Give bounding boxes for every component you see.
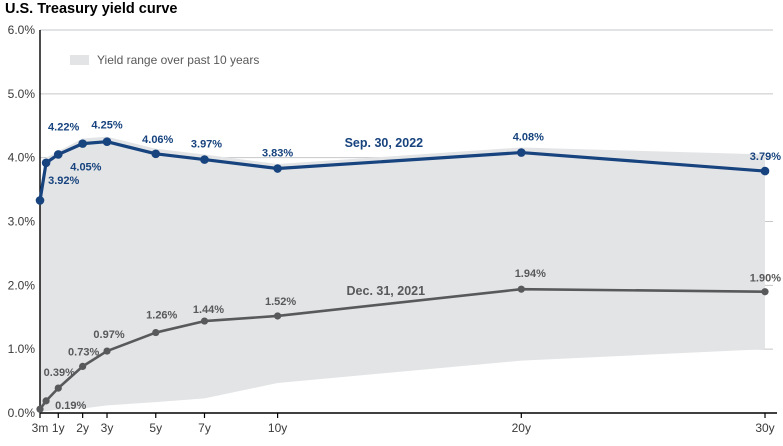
point-label-sep-30-2022: 4.06% — [142, 134, 173, 146]
data-point-sep-30-2022 — [273, 164, 282, 173]
data-point-sep-30-2022 — [53, 150, 63, 159]
point-label-dec-31-2021: 0.19% — [55, 400, 86, 412]
y-tick-label-3: 3.0% — [8, 215, 36, 229]
point-label-dec-31-2021: 1.52% — [265, 296, 296, 308]
data-point-sep-30-2022 — [517, 148, 526, 157]
x-tick-label-2y: 2y — [76, 421, 89, 435]
legend: Yield range over past 10 years — [70, 53, 259, 67]
data-point-sep-30-2022 — [102, 137, 112, 147]
data-point-dec-31-2021 — [761, 288, 769, 296]
data-point-dec-31-2021 — [152, 328, 160, 337]
point-label-dec-31-2021: 1.44% — [193, 304, 224, 316]
data-point-sep-30-2022 — [35, 196, 45, 205]
data-point-dec-31-2021 — [274, 312, 282, 320]
series-line-dec-31-2021 — [38, 287, 767, 411]
data-point-sep-30-2022 — [760, 166, 770, 176]
yield-range-band — [40, 136, 765, 412]
x-tick-label-20y: 20y — [512, 421, 531, 435]
point-label-sep-30-2022: 4.05% — [70, 161, 101, 173]
data-point-dec-31-2021 — [54, 384, 62, 392]
series-name-label-sep-30-2022: Sep. 30, 2022 — [345, 136, 424, 150]
data-point-sep-30-2022 — [151, 149, 161, 159]
x-tick-label-3m: 3m — [32, 421, 49, 435]
y-tick-label-4: 4.0% — [8, 151, 36, 165]
band-legend-label: Yield range over past 10 years — [97, 53, 260, 67]
data-point-dec-31-2021 — [79, 362, 87, 371]
data-point-dec-31-2021 — [36, 405, 44, 413]
point-label-sep-30-2022: 4.25% — [91, 120, 122, 132]
data-point-dec-31-2021 — [517, 285, 525, 293]
point-label-dec-31-2021: 0.39% — [44, 367, 75, 379]
x-tick-label-10y: 10y — [268, 421, 287, 435]
series-line-sep-30-2022 — [38, 140, 767, 203]
point-label-dec-31-2021: 1.26% — [146, 310, 177, 322]
y-tick-label-6: 6.0% — [8, 23, 36, 37]
data-point-dec-31-2021 — [103, 347, 111, 355]
point-label-dec-31-2021: 0.73% — [68, 346, 99, 358]
y-tick-label-1: 1.0% — [8, 342, 36, 356]
point-label-sep-30-2022: 3.79% — [750, 151, 781, 163]
chart-title: U.S. Treasury yield curve — [5, 1, 178, 17]
data-point-sep-30-2022 — [200, 155, 209, 164]
data-point-sep-30-2022 — [41, 158, 51, 168]
data-point-sep-30-2022 — [78, 139, 87, 148]
point-label-sep-30-2022: 3.92% — [48, 175, 79, 187]
point-label-sep-30-2022: 3.97% — [191, 139, 222, 151]
data-point-dec-31-2021 — [42, 397, 50, 405]
x-tick-label-30y: 30y — [755, 421, 774, 435]
y-tick-label-0: 0.0% — [8, 406, 36, 420]
y-tick-label-2: 2.0% — [8, 278, 36, 292]
point-label-sep-30-2022: 4.22% — [48, 122, 79, 134]
series-name-label-dec-31-2021: Dec. 31, 2021 — [347, 284, 426, 298]
y-tick-label-5: 5.0% — [8, 87, 36, 101]
x-tick-label-5y: 5y — [149, 421, 162, 435]
x-tick-label-7y: 7y — [198, 421, 211, 435]
point-label-sep-30-2022: 4.08% — [513, 132, 544, 144]
point-label-dec-31-2021: 1.90% — [750, 273, 781, 285]
data-point-dec-31-2021 — [200, 317, 209, 325]
point-label-sep-30-2022: 3.83% — [262, 148, 293, 160]
point-label-dec-31-2021: 0.97% — [93, 329, 124, 341]
x-tick-label-1y: 1y — [52, 421, 65, 435]
band-legend-swatch — [70, 55, 89, 65]
point-label-dec-31-2021: 1.94% — [515, 268, 546, 280]
x-tick-label-3y: 3y — [101, 421, 114, 435]
